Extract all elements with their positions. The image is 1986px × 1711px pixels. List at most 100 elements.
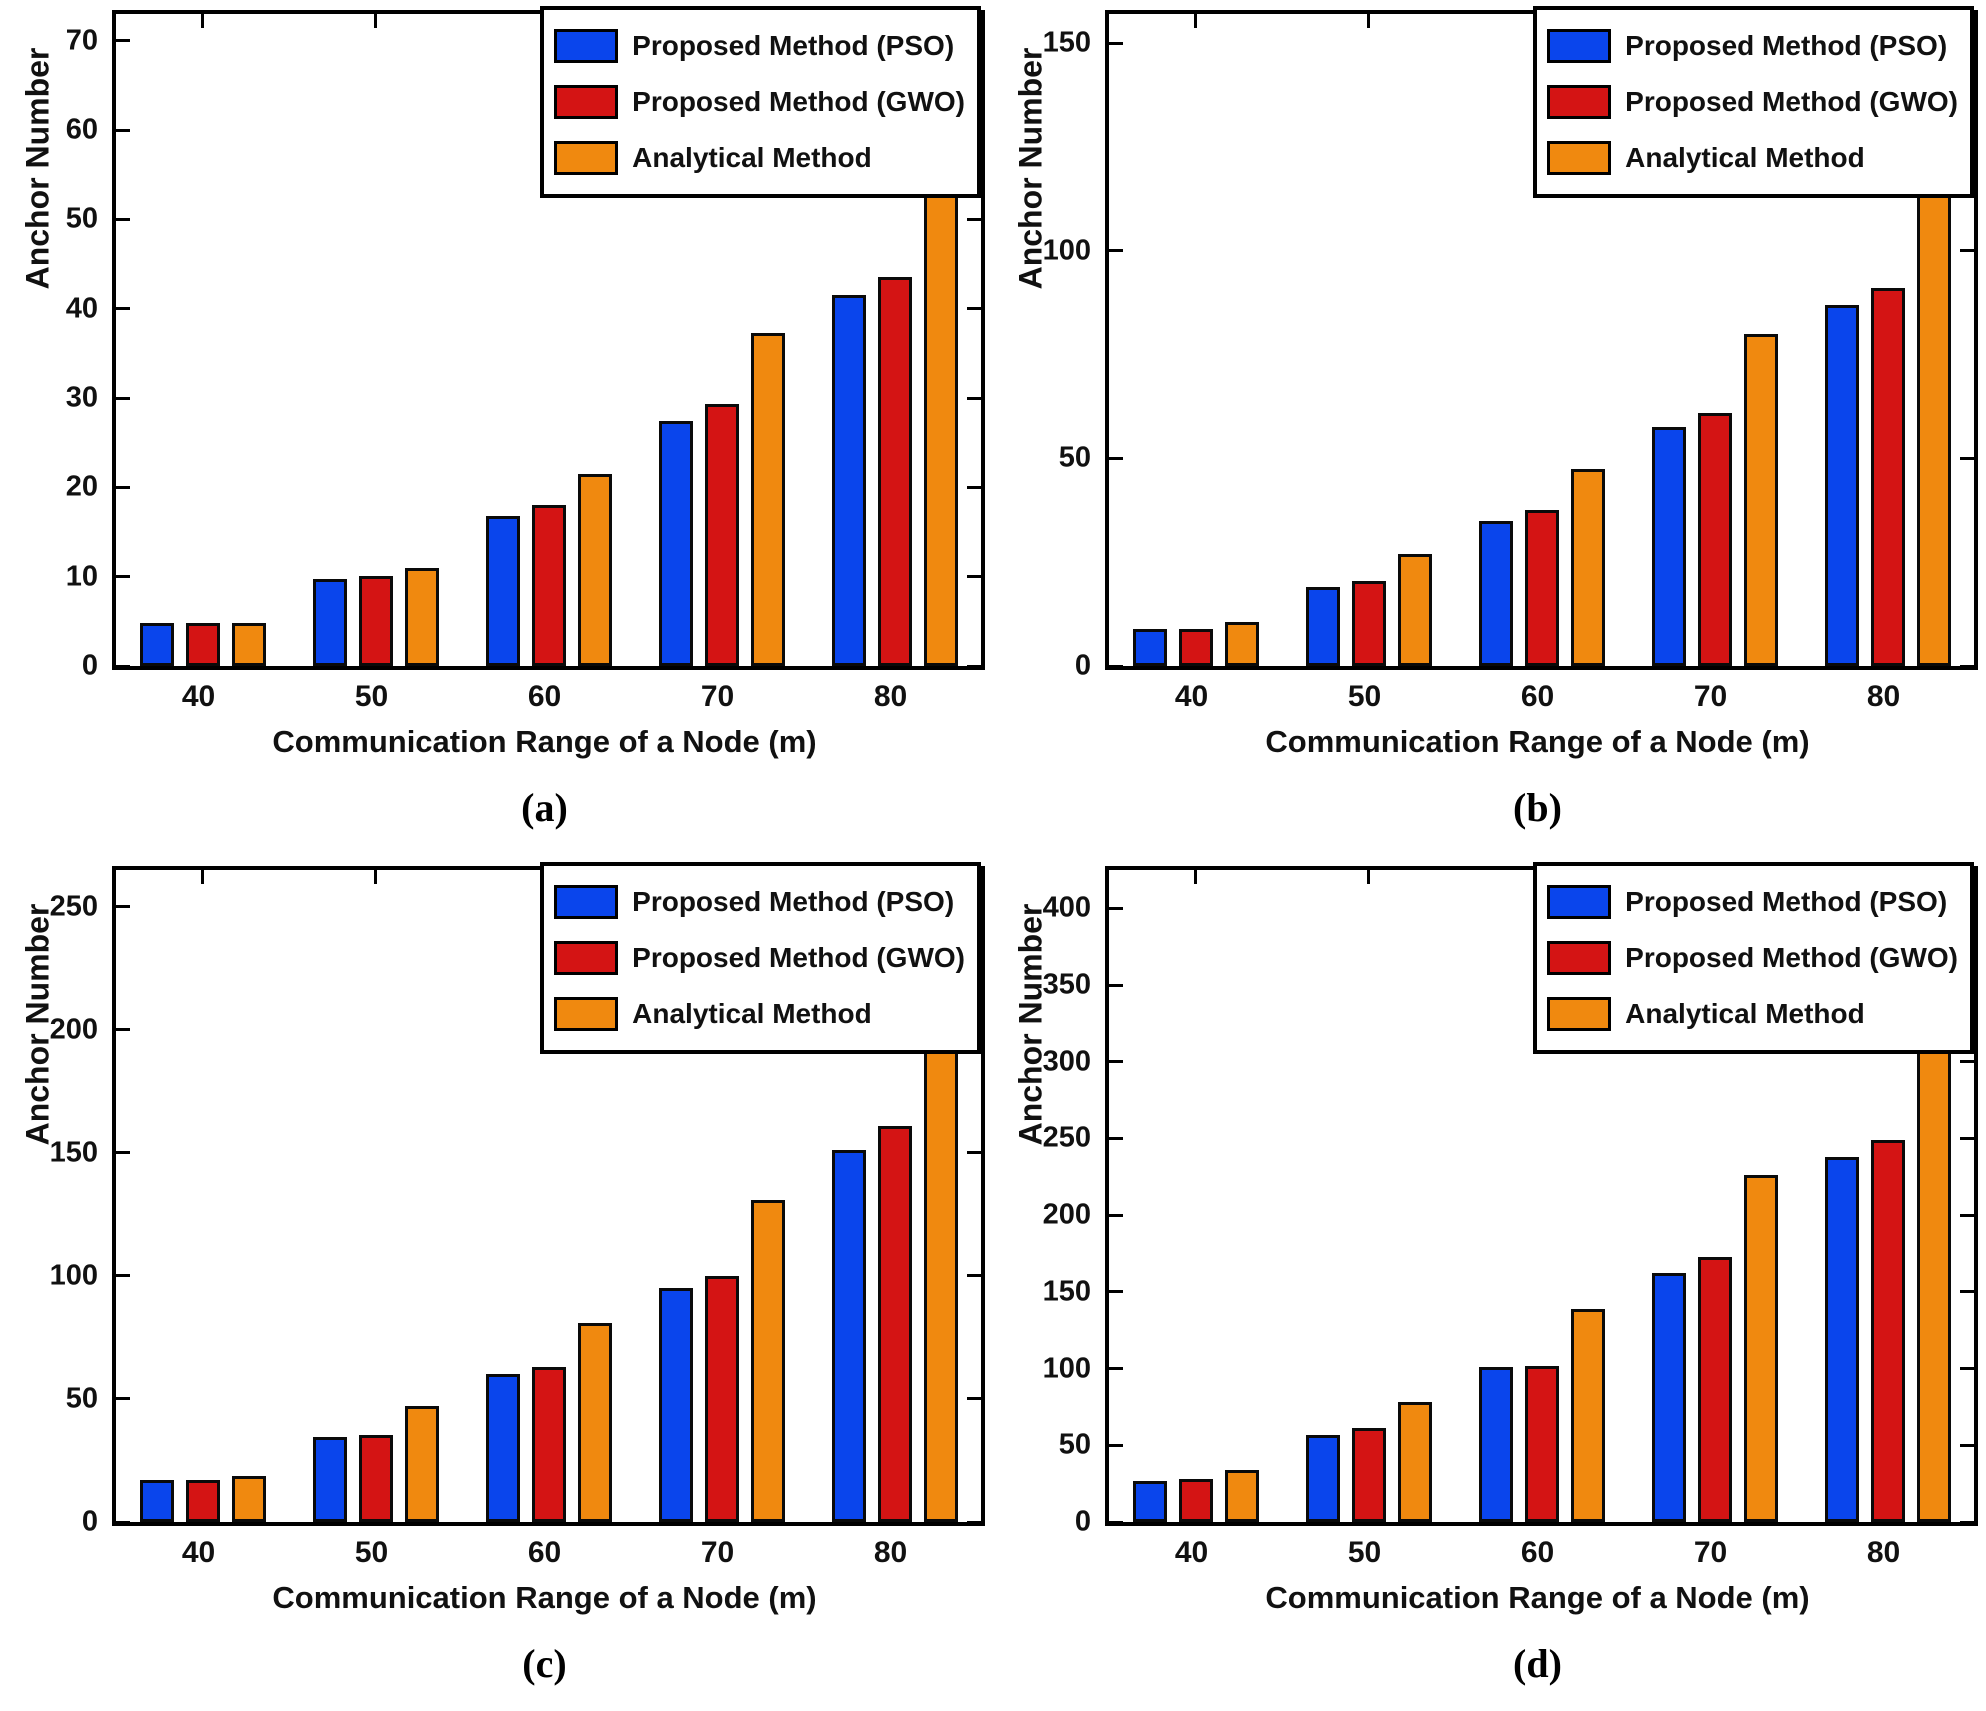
y-tick-mark <box>967 664 981 668</box>
x-tick-label: 80 <box>873 680 908 713</box>
y-tick-mark <box>1109 456 1123 460</box>
bar-a-80-s0 <box>831 295 866 666</box>
subplot-letter-d: (d) <box>1513 1641 1562 1686</box>
bar-b-80-s0 <box>1824 305 1859 666</box>
subplot-letter-a: (a) <box>521 785 568 830</box>
y-tick-mark <box>1109 41 1123 45</box>
y-tick-label: 20 <box>65 470 98 503</box>
y-tick-mark <box>1109 1367 1123 1371</box>
legend-item: Analytical Method <box>554 130 965 186</box>
plot-canvas-b <box>1109 14 1974 668</box>
x-tick-label: 80 <box>873 1536 908 1569</box>
bar-b-50-s2 <box>1397 554 1432 666</box>
subplot-letter-b: (b) <box>1513 785 1562 830</box>
legend-swatch-icon <box>554 85 619 119</box>
bar-c-50-s1 <box>358 1435 393 1522</box>
bar-b-60-s0 <box>1478 521 1513 666</box>
x-tick-mark <box>1367 870 1370 884</box>
bar-a-70-s2 <box>750 333 785 666</box>
bar-a-50-s2 <box>404 568 439 666</box>
subplot-letter-c: (c) <box>522 1641 567 1686</box>
y-tick-label: 0 <box>1074 649 1091 682</box>
legend-swatch-icon <box>1547 141 1612 175</box>
legend-swatch-icon <box>554 141 619 175</box>
legend-a: Proposed Method (PSO) Proposed Method (GW… <box>540 6 981 198</box>
bar-c-40-s2 <box>231 1476 266 1522</box>
y-tick-label: 0 <box>81 649 98 682</box>
y-tick-mark <box>967 485 981 489</box>
legend-swatch-icon <box>1547 85 1612 119</box>
bar-c-70-s2 <box>750 1200 785 1522</box>
y-tick-mark <box>1960 1060 1974 1064</box>
x-tick-label: 60 <box>1520 1536 1555 1569</box>
y-axis-title: Anchor Number <box>19 903 56 1146</box>
legend-item: Proposed Method (PSO) <box>554 18 965 74</box>
x-tick-label: 60 <box>1520 680 1555 713</box>
legend-item: Proposed Method (PSO) <box>554 874 965 930</box>
bar-a-80-s2 <box>923 157 958 666</box>
bar-b-50-s1 <box>1351 581 1386 666</box>
bar-a-70-s1 <box>704 404 739 666</box>
plot-canvas-d <box>1109 870 1974 1524</box>
legend-item: Analytical Method <box>1547 986 1958 1042</box>
y-tick-mark <box>1960 1290 1974 1294</box>
y-tick-label: 250 <box>49 890 98 923</box>
x-tick-mark <box>201 14 204 28</box>
x-tick-mark <box>201 870 204 884</box>
x-tick-label: 40 <box>181 1536 216 1569</box>
y-tick-mark <box>1109 1443 1123 1447</box>
bar-d-50-s2 <box>1397 1402 1432 1522</box>
y-tick-mark <box>1960 456 1974 460</box>
legend-swatch-icon <box>1547 29 1612 63</box>
bar-d-80-s2 <box>1916 1014 1951 1522</box>
y-tick-mark <box>116 39 130 43</box>
y-tick-mark <box>116 905 130 909</box>
y-tick-mark <box>967 1151 981 1155</box>
legend-item-label: Analytical Method <box>632 142 872 173</box>
x-tick-label: 70 <box>700 680 735 713</box>
bar-c-60-s1 <box>531 1367 566 1522</box>
y-tick-label: 150 <box>1042 1275 1091 1308</box>
y-tick-mark <box>967 396 981 400</box>
legend-item-label: Analytical Method <box>1625 142 1865 173</box>
y-tick-mark <box>1109 1136 1123 1140</box>
y-tick-mark <box>1109 983 1123 987</box>
y-tick-mark <box>1960 1443 1974 1447</box>
bar-c-40-s0 <box>139 1480 174 1522</box>
legend-item-label: Analytical Method <box>1625 998 1865 1029</box>
bar-d-50-s1 <box>1351 1428 1386 1522</box>
plot-canvas-a <box>116 14 981 668</box>
bar-b-40-s1 <box>1178 629 1213 666</box>
plot-canvas-c <box>116 870 981 1524</box>
y-tick-label: 200 <box>49 1013 98 1046</box>
legend-item: Proposed Method (GWO) <box>1547 930 1958 986</box>
bar-b-70-s0 <box>1651 427 1686 666</box>
y-tick-mark <box>967 1397 981 1401</box>
legend-item: Proposed Method (GWO) <box>1547 74 1958 130</box>
y-tick-mark <box>116 1274 130 1278</box>
y-tick-label: 250 <box>1042 1121 1091 1154</box>
x-tick-mark <box>374 870 377 884</box>
y-tick-label: 0 <box>81 1505 98 1538</box>
bar-b-80-s1 <box>1870 288 1905 666</box>
legend-item-label: Analytical Method <box>632 998 872 1029</box>
bar-a-60-s0 <box>485 516 520 666</box>
y-tick-mark <box>1109 1213 1123 1217</box>
legend-item-label: Proposed Method (PSO) <box>632 886 955 917</box>
y-tick-label: 200 <box>1042 1198 1091 1231</box>
y-tick-label: 100 <box>1042 234 1091 267</box>
y-tick-mark <box>1109 906 1123 910</box>
legend-item: Proposed Method (PSO) <box>1547 18 1958 74</box>
bar-a-80-s1 <box>877 277 912 666</box>
bar-b-70-s1 <box>1697 413 1732 666</box>
x-tick-mark <box>374 14 377 28</box>
y-tick-mark <box>116 217 130 221</box>
bar-b-70-s2 <box>1743 334 1778 666</box>
y-tick-mark <box>1960 1136 1974 1140</box>
legend-item-label: Proposed Method (GWO) <box>632 942 965 973</box>
legend-swatch-icon <box>554 941 619 975</box>
x-tick-label: 70 <box>700 1536 735 1569</box>
y-tick-label: 50 <box>65 202 98 235</box>
bar-d-40-s2 <box>1224 1470 1259 1522</box>
